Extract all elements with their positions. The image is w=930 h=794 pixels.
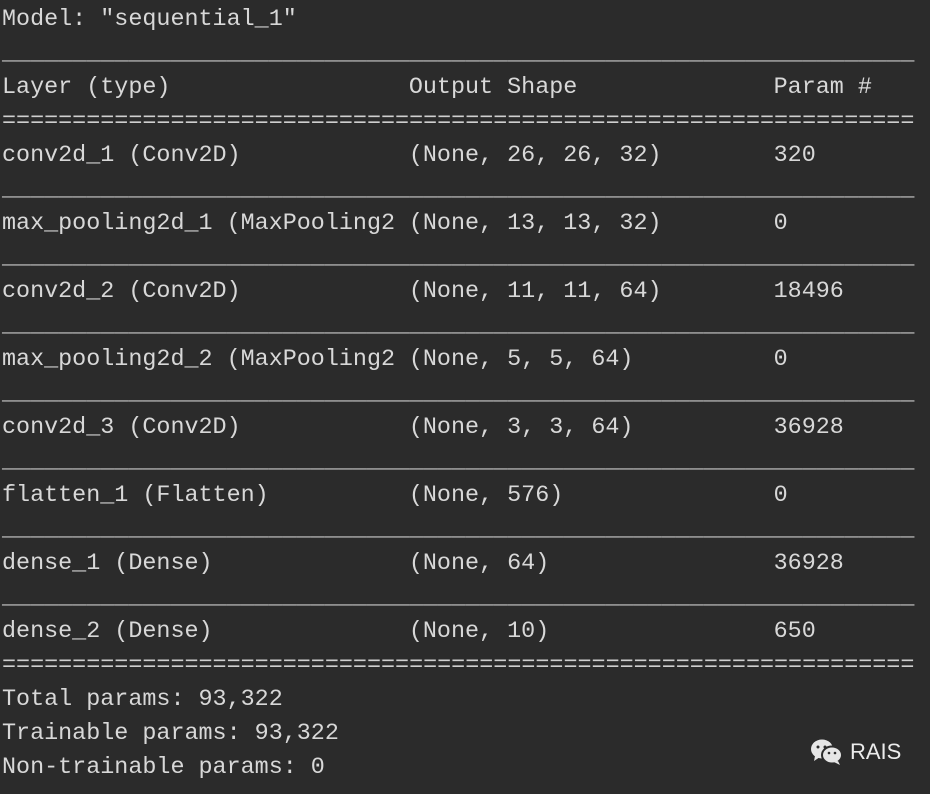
layer-name: conv2d_1 (Conv2D) bbox=[2, 143, 241, 169]
separator: ________________________________________… bbox=[2, 177, 915, 203]
separator: ________________________________________… bbox=[2, 381, 915, 407]
table-row: conv2d_2 (Conv2D) (None, 11, 11, 64) 18496 bbox=[2, 275, 930, 309]
param-count: 36928 bbox=[773, 415, 844, 441]
table-row: dense_1 (Dense) (None, 64) 36928 bbox=[2, 547, 930, 581]
layer-name: max_pooling2d_2 (MaxPooling2 bbox=[2, 347, 396, 373]
output-shape: Output Shape bbox=[408, 75, 578, 101]
total-params: Total params: 93,322 bbox=[2, 687, 283, 713]
wechat-icon bbox=[811, 739, 843, 765]
output-shape: (None, 576) bbox=[408, 483, 564, 509]
layer-name: dense_1 (Dense) bbox=[2, 551, 213, 577]
non-trainable-params: Non-trainable params: 0 bbox=[2, 755, 325, 781]
table-header: Layer (type) Output Shape Param # bbox=[2, 71, 930, 105]
separator: ________________________________________… bbox=[2, 313, 915, 339]
model-title: Model: "sequential_1" bbox=[2, 7, 297, 33]
watermark-label: RAIS bbox=[850, 739, 902, 764]
layer-name: max_pooling2d_1 (MaxPooling2 bbox=[2, 211, 396, 237]
layer-name: flatten_1 (Flatten) bbox=[2, 483, 269, 509]
param-count: 0 bbox=[773, 347, 788, 373]
param-count: 0 bbox=[773, 483, 788, 509]
output-shape: (None, 13, 13, 32) bbox=[408, 211, 662, 237]
param-count: 650 bbox=[773, 619, 816, 645]
trainable-params: Trainable params: 93,322 bbox=[2, 721, 339, 747]
output-shape: (None, 10) bbox=[408, 619, 550, 645]
table-row: conv2d_1 (Conv2D) (None, 26, 26, 32) 320 bbox=[2, 139, 930, 173]
layer-name: dense_2 (Dense) bbox=[2, 619, 213, 645]
table-row: max_pooling2d_1 (MaxPooling2 (None, 13, 1… bbox=[2, 207, 930, 241]
layer-name: Layer (type) bbox=[2, 75, 171, 101]
layer-name: conv2d_2 (Conv2D) bbox=[2, 279, 241, 305]
output-shape: (None, 64) bbox=[408, 551, 550, 577]
double-separator: ========================================… bbox=[2, 653, 915, 679]
param-count: 18496 bbox=[773, 279, 844, 305]
output-shape: (None, 5, 5, 64) bbox=[408, 347, 634, 373]
param-count: 320 bbox=[773, 143, 816, 169]
param-count: 0 bbox=[773, 211, 788, 237]
param-count: Param # bbox=[773, 75, 872, 101]
table-row: conv2d_3 (Conv2D) (None, 3, 3, 64) 36928 bbox=[2, 411, 930, 445]
output-shape: (None, 26, 26, 32) bbox=[408, 143, 662, 169]
separator: ________________________________________… bbox=[2, 517, 915, 543]
separator: ________________________________________… bbox=[2, 245, 915, 271]
output-shape: (None, 3, 3, 64) bbox=[408, 415, 634, 441]
table-row: max_pooling2d_2 (MaxPooling2 (None, 5, 5,… bbox=[2, 343, 930, 377]
separator: ________________________________________… bbox=[2, 41, 915, 67]
param-count: 36928 bbox=[773, 551, 844, 577]
table-row: dense_2 (Dense) (None, 10) 650 bbox=[2, 615, 930, 649]
double-separator: ========================================… bbox=[2, 109, 915, 135]
table-row: flatten_1 (Flatten) (None, 576) 0 bbox=[2, 479, 930, 513]
separator: ________________________________________… bbox=[2, 449, 915, 475]
output-shape: (None, 11, 11, 64) bbox=[408, 279, 662, 305]
watermark: RAIS bbox=[810, 738, 901, 766]
separator: ________________________________________… bbox=[2, 585, 915, 611]
layer-name: conv2d_3 (Conv2D) bbox=[2, 415, 241, 441]
